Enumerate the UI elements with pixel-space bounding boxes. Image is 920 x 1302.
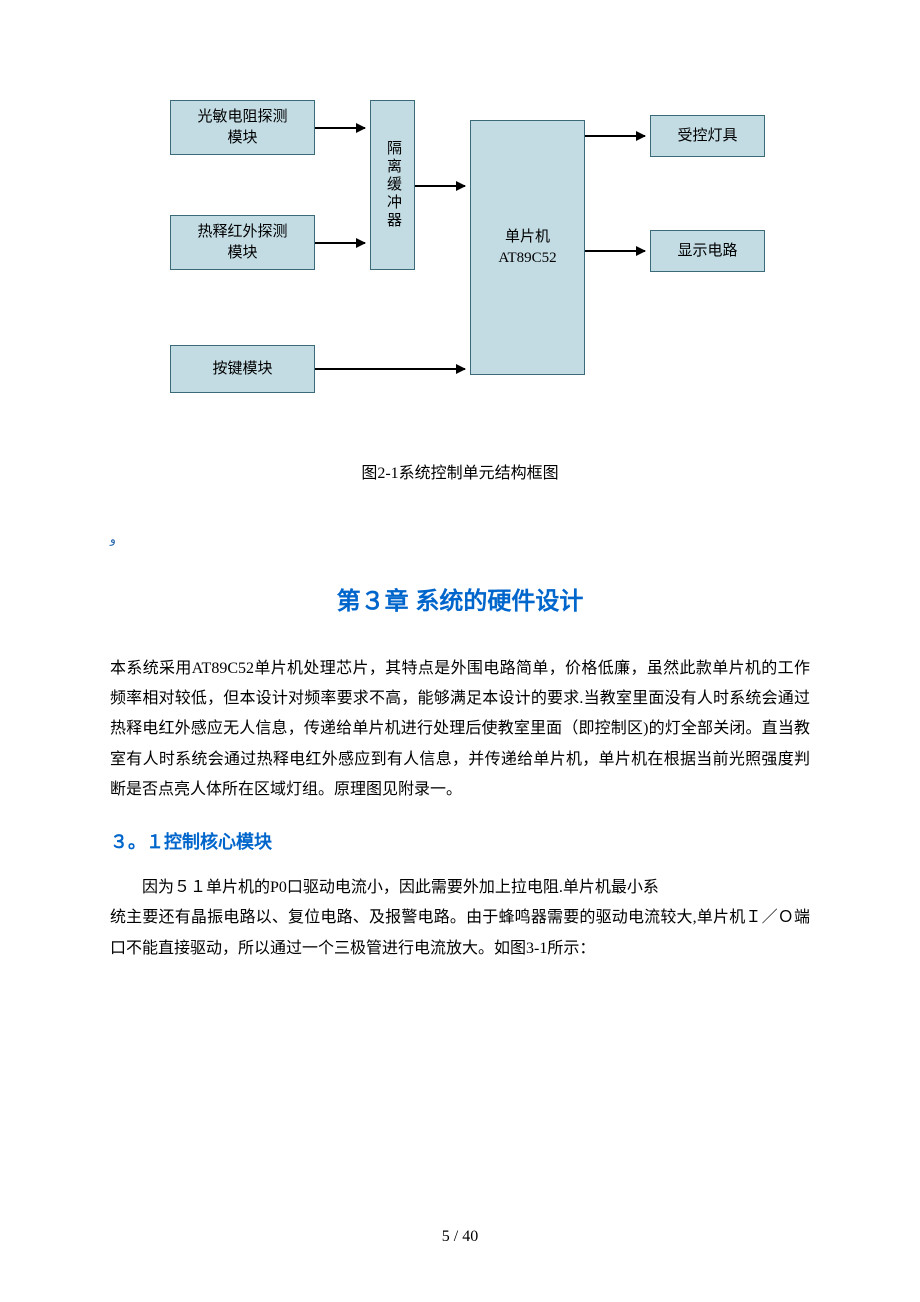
box-display: 显示电路 xyxy=(650,230,765,272)
box-keypad: 按键模块 xyxy=(170,345,315,393)
paragraph-2-rest: 统主要还有晶振电路以、复位电路、及报警电路。由于蜂鸣器需要的驱动电流较大,单片机… xyxy=(110,903,810,964)
page-number: 5 / 40 xyxy=(0,1223,920,1252)
diagram-arrow xyxy=(585,135,645,137)
box-lamp: 受控灯具 xyxy=(650,115,765,157)
diagram-arrow xyxy=(315,127,365,129)
diagram-arrow xyxy=(315,242,365,244)
chapter-title: 第３章 系统的硬件设计 xyxy=(110,580,810,623)
page-break-mark: و xyxy=(110,529,810,551)
diagram-arrow xyxy=(585,250,645,252)
box-pyroelectric: 热释红外探测模块 xyxy=(170,215,315,270)
box-buffer: 隔离缓冲器 xyxy=(370,100,415,270)
diagram-arrow xyxy=(415,185,465,187)
box-mcu: 单片机AT89C52 xyxy=(470,120,585,375)
box-photoresistor: 光敏电阻探测模块 xyxy=(170,100,315,155)
diagram-caption: 图2-1系统控制单元结构框图 xyxy=(110,460,810,489)
paragraph-2-line1: 因为５１单片机的P0口驱动电流小，因此需要外加上拉电阻.单片机最小系 xyxy=(110,873,810,903)
section-title: ３。１控制核心模块 xyxy=(110,826,810,858)
paragraph-intro: 本系统采用AT89C52单片机处理芯片，其特点是外围电路简单，价格低廉，虽然此款… xyxy=(110,654,810,806)
diagram-arrow xyxy=(315,368,465,370)
system-block-diagram: 光敏电阻探测模块 热释红外探测模块 按键模块 隔离缓冲器 单片机AT89C52 … xyxy=(140,80,790,440)
